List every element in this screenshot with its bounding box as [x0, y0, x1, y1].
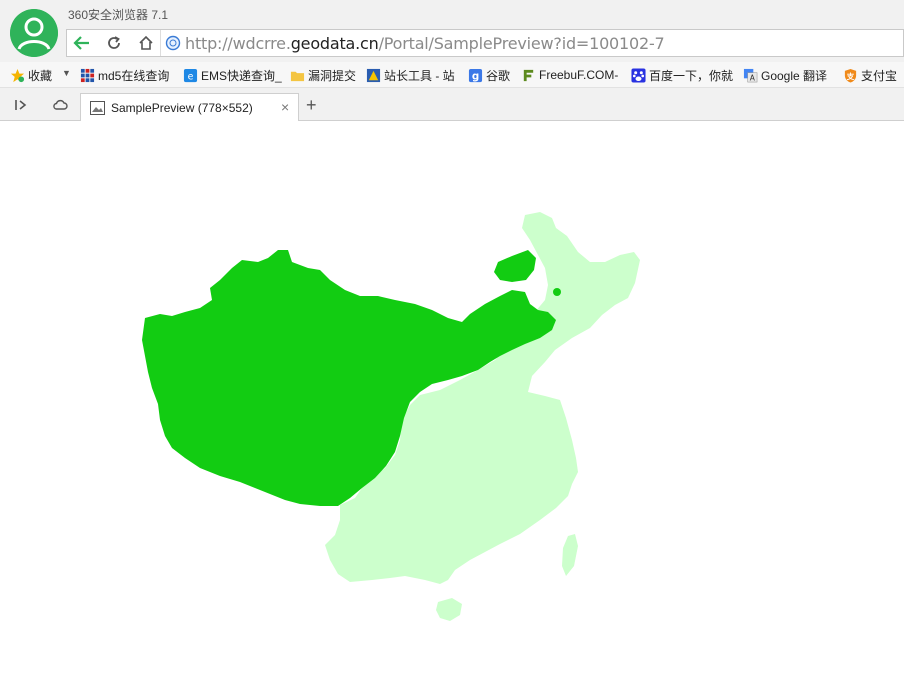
bookmark-ems[interactable]: e EMS快递查询_ [183, 66, 282, 84]
home-button[interactable] [131, 30, 161, 56]
image-thumbnail-icon [90, 101, 105, 115]
bookmark-google-translate[interactable]: A Google 翻译 [743, 66, 827, 84]
tab-close-icon[interactable]: × [281, 99, 290, 115]
baidu-paw-icon [631, 67, 646, 83]
window-title: 360安全浏览器 7.1 [68, 8, 169, 22]
globe-icon [165, 35, 181, 51]
svg-text:g: g [472, 70, 479, 82]
address-bar: http://wdcrre.geodata.cn/Portal/SamplePr… [66, 29, 904, 57]
bookmark-favorites[interactable]: 收藏 [10, 66, 52, 84]
grid-icon [80, 68, 95, 82]
google-g-icon: g [468, 68, 483, 82]
bookmark-google[interactable]: g 谷歌 [468, 66, 510, 84]
tab-bar: SamplePreview (778×552) × + [0, 88, 904, 122]
svg-text:e: e [188, 71, 194, 82]
folder-icon [290, 71, 305, 81]
tab-label: SamplePreview (778×552) [111, 101, 253, 115]
map-dot [553, 288, 561, 296]
map-region-dark [142, 250, 556, 506]
tab-sample-preview[interactable]: SamplePreview (778×552) × [80, 93, 299, 122]
china-region-map-image [142, 212, 640, 621]
alipay-icon: 支 [844, 68, 857, 83]
map-region-light [325, 212, 640, 584]
ems-icon: e [183, 68, 198, 82]
title-bar: 360安全浏览器 7.1 http://wdcrre.geodata.cn/Po… [0, 0, 904, 62]
translate-icon: A [743, 68, 758, 82]
reload-icon [108, 36, 120, 49]
favorites-dropdown-icon[interactable]: ▼ [62, 68, 71, 78]
bookmark-vuln-submit[interactable]: 漏洞提交 [290, 66, 356, 84]
new-tab-button[interactable]: + [306, 95, 317, 115]
back-arrow-icon [73, 36, 89, 50]
map-island-taiwan [562, 534, 578, 576]
reload-button[interactable] [99, 30, 129, 56]
bookmark-webmaster[interactable]: 站长工具 - 站 [366, 66, 455, 84]
svg-text:支: 支 [846, 70, 855, 80]
user-avatar-icon[interactable] [10, 9, 58, 57]
bookmark-alipay[interactable]: 支 支付宝 [843, 66, 897, 84]
url-input[interactable]: http://wdcrre.geodata.cn/Portal/SamplePr… [185, 34, 665, 53]
freebuf-icon [523, 69, 534, 81]
bookmark-baidu[interactable]: 百度一下，你就 [631, 66, 733, 84]
svg-text:A: A [750, 73, 756, 82]
page-content [0, 121, 904, 693]
cloud-icon[interactable] [52, 97, 68, 113]
sidebar-toggle-icon[interactable] [13, 97, 29, 113]
bookmark-freebuf[interactable]: FreebuF.COM- [521, 66, 618, 84]
favorites-star-icon [10, 68, 25, 82]
webmaster-icon [366, 68, 381, 82]
map-patch-northeast [494, 250, 536, 282]
back-button[interactable] [67, 30, 97, 56]
bookmark-md5[interactable]: md5在线查询 [80, 66, 169, 84]
home-icon [138, 35, 153, 50]
map-island-hainan [436, 598, 462, 621]
bookmarks-bar: 收藏 ▼ md5在线查询 e EMS快递查询_ 漏洞提交 站长工具 - 站 g … [0, 62, 904, 88]
